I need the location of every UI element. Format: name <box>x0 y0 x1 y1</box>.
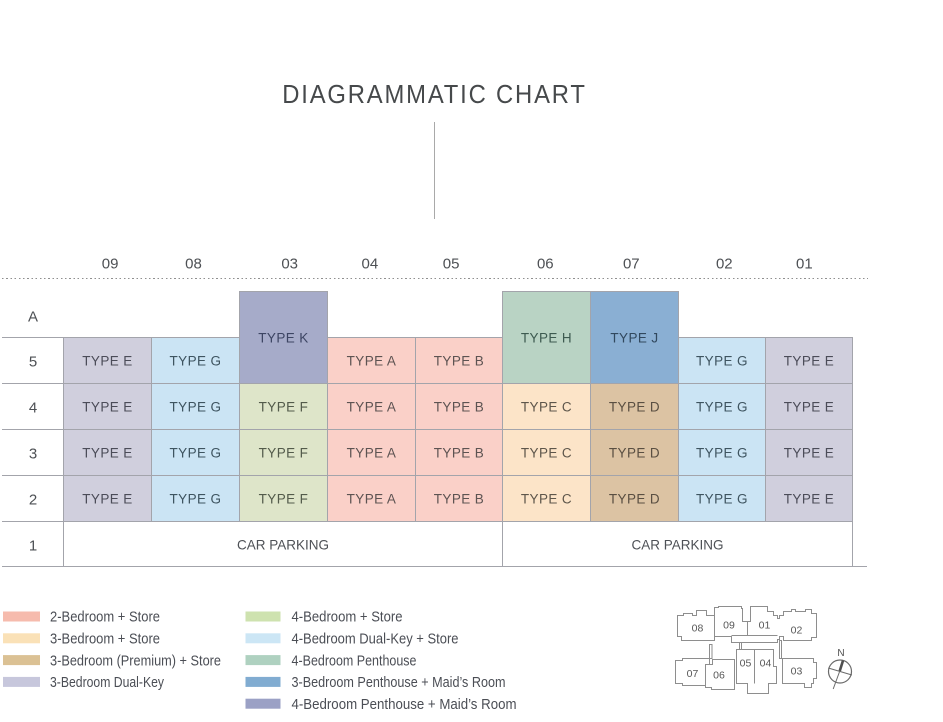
svg-text:TYPE G: TYPE G <box>170 400 222 415</box>
svg-text:4-Bedroom + Store: 4-Bedroom + Store <box>292 610 403 626</box>
svg-text:TYPE E: TYPE E <box>784 492 834 507</box>
svg-text:A: A <box>28 309 38 326</box>
svg-text:03: 03 <box>791 666 803 678</box>
svg-text:TYPE B: TYPE B <box>434 446 484 461</box>
svg-text:3-Bedroom Dual-Key: 3-Bedroom Dual-Key <box>50 675 165 691</box>
svg-text:TYPE B: TYPE B <box>434 400 484 415</box>
svg-text:TYPE A: TYPE A <box>347 446 397 461</box>
svg-text:02: 02 <box>716 256 733 273</box>
svg-text:06: 06 <box>537 256 554 273</box>
svg-text:TYPE G: TYPE G <box>170 446 222 461</box>
svg-text:3: 3 <box>29 446 37 463</box>
svg-text:N: N <box>837 648 844 659</box>
svg-text:TYPE E: TYPE E <box>82 354 132 369</box>
svg-text:TYPE C: TYPE C <box>521 400 572 415</box>
svg-text:06: 06 <box>713 670 725 682</box>
svg-text:TYPE J: TYPE J <box>610 331 658 346</box>
svg-text:4: 4 <box>29 400 37 417</box>
svg-text:TYPE A: TYPE A <box>347 492 397 507</box>
svg-text:01: 01 <box>759 620 771 632</box>
svg-text:05: 05 <box>443 256 460 273</box>
svg-text:2: 2 <box>29 492 37 509</box>
svg-text:TYPE B: TYPE B <box>434 354 484 369</box>
svg-text:TYPE E: TYPE E <box>82 400 132 415</box>
svg-text:TYPE D: TYPE D <box>609 492 660 507</box>
svg-text:04: 04 <box>362 256 379 273</box>
svg-text:5: 5 <box>29 354 37 371</box>
svg-text:09: 09 <box>102 256 119 273</box>
svg-text:DIAGRAMMATIC CHART: DIAGRAMMATIC CHART <box>282 79 587 109</box>
svg-text:TYPE E: TYPE E <box>784 446 834 461</box>
svg-text:07: 07 <box>623 256 640 273</box>
svg-text:TYPE F: TYPE F <box>259 400 309 415</box>
svg-text:TYPE G: TYPE G <box>170 492 222 507</box>
svg-text:2-Bedroom + Store: 2-Bedroom + Store <box>50 610 160 626</box>
svg-text:3-Bedroom (Premium) + Store: 3-Bedroom (Premium) + Store <box>50 653 221 669</box>
svg-text:TYPE D: TYPE D <box>609 446 660 461</box>
svg-text:TYPE E: TYPE E <box>784 354 834 369</box>
svg-text:CAR PARKING: CAR PARKING <box>632 537 724 553</box>
svg-text:TYPE C: TYPE C <box>521 446 572 461</box>
svg-text:1: 1 <box>29 538 37 555</box>
svg-text:4-Bedroom Penthouse + Maid’s R: 4-Bedroom Penthouse + Maid’s Room <box>292 697 517 713</box>
svg-text:TYPE E: TYPE E <box>82 446 132 461</box>
svg-text:TYPE B: TYPE B <box>434 492 484 507</box>
svg-text:09: 09 <box>723 620 735 632</box>
svg-text:TYPE G: TYPE G <box>696 354 748 369</box>
svg-text:TYPE K: TYPE K <box>258 331 308 346</box>
svg-text:3-Bedroom + Store: 3-Bedroom + Store <box>50 632 160 648</box>
svg-text:08: 08 <box>185 256 202 273</box>
svg-text:TYPE E: TYPE E <box>82 492 132 507</box>
svg-text:3-Bedroom Penthouse + Maid’s R: 3-Bedroom Penthouse + Maid’s Room <box>292 675 506 691</box>
svg-text:TYPE A: TYPE A <box>347 354 397 369</box>
svg-text:TYPE A: TYPE A <box>347 400 397 415</box>
svg-text:TYPE G: TYPE G <box>170 354 222 369</box>
svg-text:TYPE C: TYPE C <box>521 492 572 507</box>
svg-text:TYPE H: TYPE H <box>521 331 572 346</box>
svg-text:TYPE D: TYPE D <box>609 400 660 415</box>
svg-text:TYPE G: TYPE G <box>696 400 748 415</box>
svg-text:04: 04 <box>760 658 772 670</box>
svg-text:01: 01 <box>796 256 813 273</box>
svg-text:05: 05 <box>740 658 752 670</box>
svg-text:TYPE G: TYPE G <box>696 492 748 507</box>
svg-text:TYPE F: TYPE F <box>259 446 309 461</box>
svg-text:4-Bedroom Dual-Key + Store: 4-Bedroom Dual-Key + Store <box>292 632 459 648</box>
svg-text:TYPE E: TYPE E <box>784 400 834 415</box>
svg-text:TYPE G: TYPE G <box>696 446 748 461</box>
svg-text:07: 07 <box>687 668 699 680</box>
svg-text:TYPE F: TYPE F <box>259 492 309 507</box>
svg-text:03: 03 <box>281 256 298 273</box>
svg-text:08: 08 <box>692 623 704 635</box>
svg-text:4-Bedroom Penthouse: 4-Bedroom Penthouse <box>292 653 417 669</box>
svg-text:02: 02 <box>791 625 803 637</box>
svg-text:CAR PARKING: CAR PARKING <box>237 537 329 553</box>
